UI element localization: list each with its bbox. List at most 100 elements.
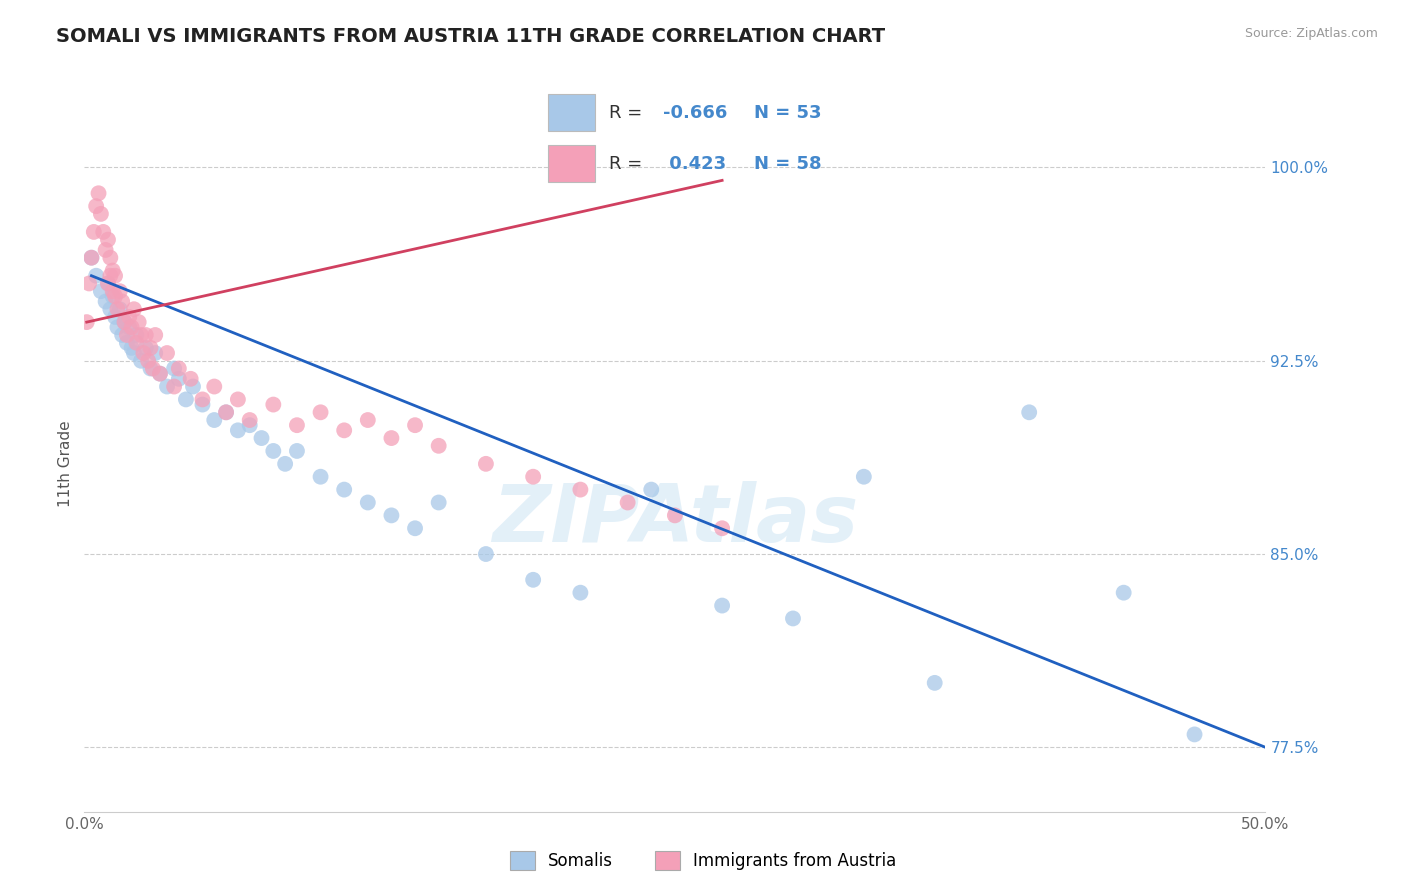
Point (90, 207, 112, 221)
Point (135, 328, 157, 343)
Point (77, 277, 100, 291)
Point (84, 268, 107, 283)
Point (98, 302, 121, 317)
Point (87, 186, 110, 201)
Point (616, 495, 638, 509)
Point (80, 251, 103, 265)
Point (380, 508, 402, 523)
Point (97, 277, 120, 291)
Point (136, 353, 159, 368)
Text: R =: R = (609, 103, 648, 121)
Point (215, 405, 238, 419)
Point (94, 294, 117, 309)
Text: SOMALI VS IMMIGRANTS FROM AUSTRIA 11TH GRADE CORRELATION CHART: SOMALI VS IMMIGRANTS FROM AUSTRIA 11TH G… (56, 27, 886, 45)
Point (404, 521, 426, 535)
Point (83, 225, 105, 239)
FancyBboxPatch shape (548, 95, 595, 131)
Point (91, 225, 114, 239)
Point (139, 361, 162, 376)
Point (202, 413, 225, 427)
Point (191, 398, 214, 412)
Point (163, 379, 186, 393)
Point (129, 353, 152, 368)
Point (239, 418, 262, 433)
Point (98, 268, 121, 283)
Point (569, 483, 592, 497)
Point (427, 439, 450, 453)
Point (101, 289, 124, 303)
Point (640, 483, 662, 497)
Point (191, 392, 214, 407)
Point (274, 457, 297, 471)
Point (180, 372, 202, 386)
Point (357, 495, 380, 509)
Point (108, 284, 131, 298)
Point (357, 413, 380, 427)
Point (101, 263, 124, 277)
Point (111, 294, 134, 309)
Point (404, 418, 426, 433)
Point (167, 372, 190, 386)
Point (128, 315, 150, 329)
Point (104, 268, 127, 283)
Point (664, 508, 686, 523)
Point (239, 413, 262, 427)
Point (129, 328, 152, 343)
Point (156, 346, 179, 360)
Point (475, 457, 498, 471)
Point (149, 367, 172, 381)
Point (226, 423, 249, 437)
Point (711, 599, 734, 613)
FancyBboxPatch shape (548, 145, 595, 182)
Point (122, 346, 145, 360)
Point (1184, 727, 1206, 741)
Point (114, 315, 136, 329)
Text: Source: ZipAtlas.com: Source: ZipAtlas.com (1244, 27, 1378, 40)
Point (167, 361, 190, 376)
Point (142, 361, 165, 376)
Point (107, 320, 129, 334)
Point (90, 284, 112, 298)
Point (108, 302, 131, 317)
Point (333, 483, 356, 497)
Point (427, 495, 450, 509)
Point (107, 302, 129, 317)
Point (285, 418, 308, 433)
Point (121, 341, 143, 355)
Point (125, 328, 148, 343)
Point (125, 335, 148, 350)
Point (250, 431, 273, 445)
Point (76, 315, 98, 329)
Point (115, 328, 138, 343)
Point (80, 251, 103, 265)
Point (380, 431, 402, 445)
Point (115, 335, 138, 350)
Point (309, 469, 332, 483)
Point (522, 573, 544, 587)
Point (139, 341, 162, 355)
Point (924, 676, 946, 690)
Point (174, 392, 197, 407)
Point (104, 310, 127, 324)
Point (84, 199, 107, 213)
Point (181, 379, 204, 393)
Point (114, 315, 136, 329)
Point (98, 251, 121, 265)
Point (262, 398, 284, 412)
Point (226, 392, 249, 407)
Text: ZIPAtlas: ZIPAtlas (492, 481, 858, 558)
Point (132, 346, 155, 360)
Point (121, 320, 143, 334)
Text: N = 53: N = 53 (754, 103, 821, 121)
Point (202, 379, 225, 393)
Point (118, 310, 141, 324)
Point (215, 405, 238, 419)
Point (97, 277, 120, 291)
Point (1112, 585, 1135, 599)
Point (118, 320, 141, 334)
Point (285, 444, 308, 458)
Point (101, 284, 124, 298)
Y-axis label: 11th Grade: 11th Grade (58, 420, 73, 508)
Point (156, 379, 179, 393)
Point (97, 233, 120, 247)
